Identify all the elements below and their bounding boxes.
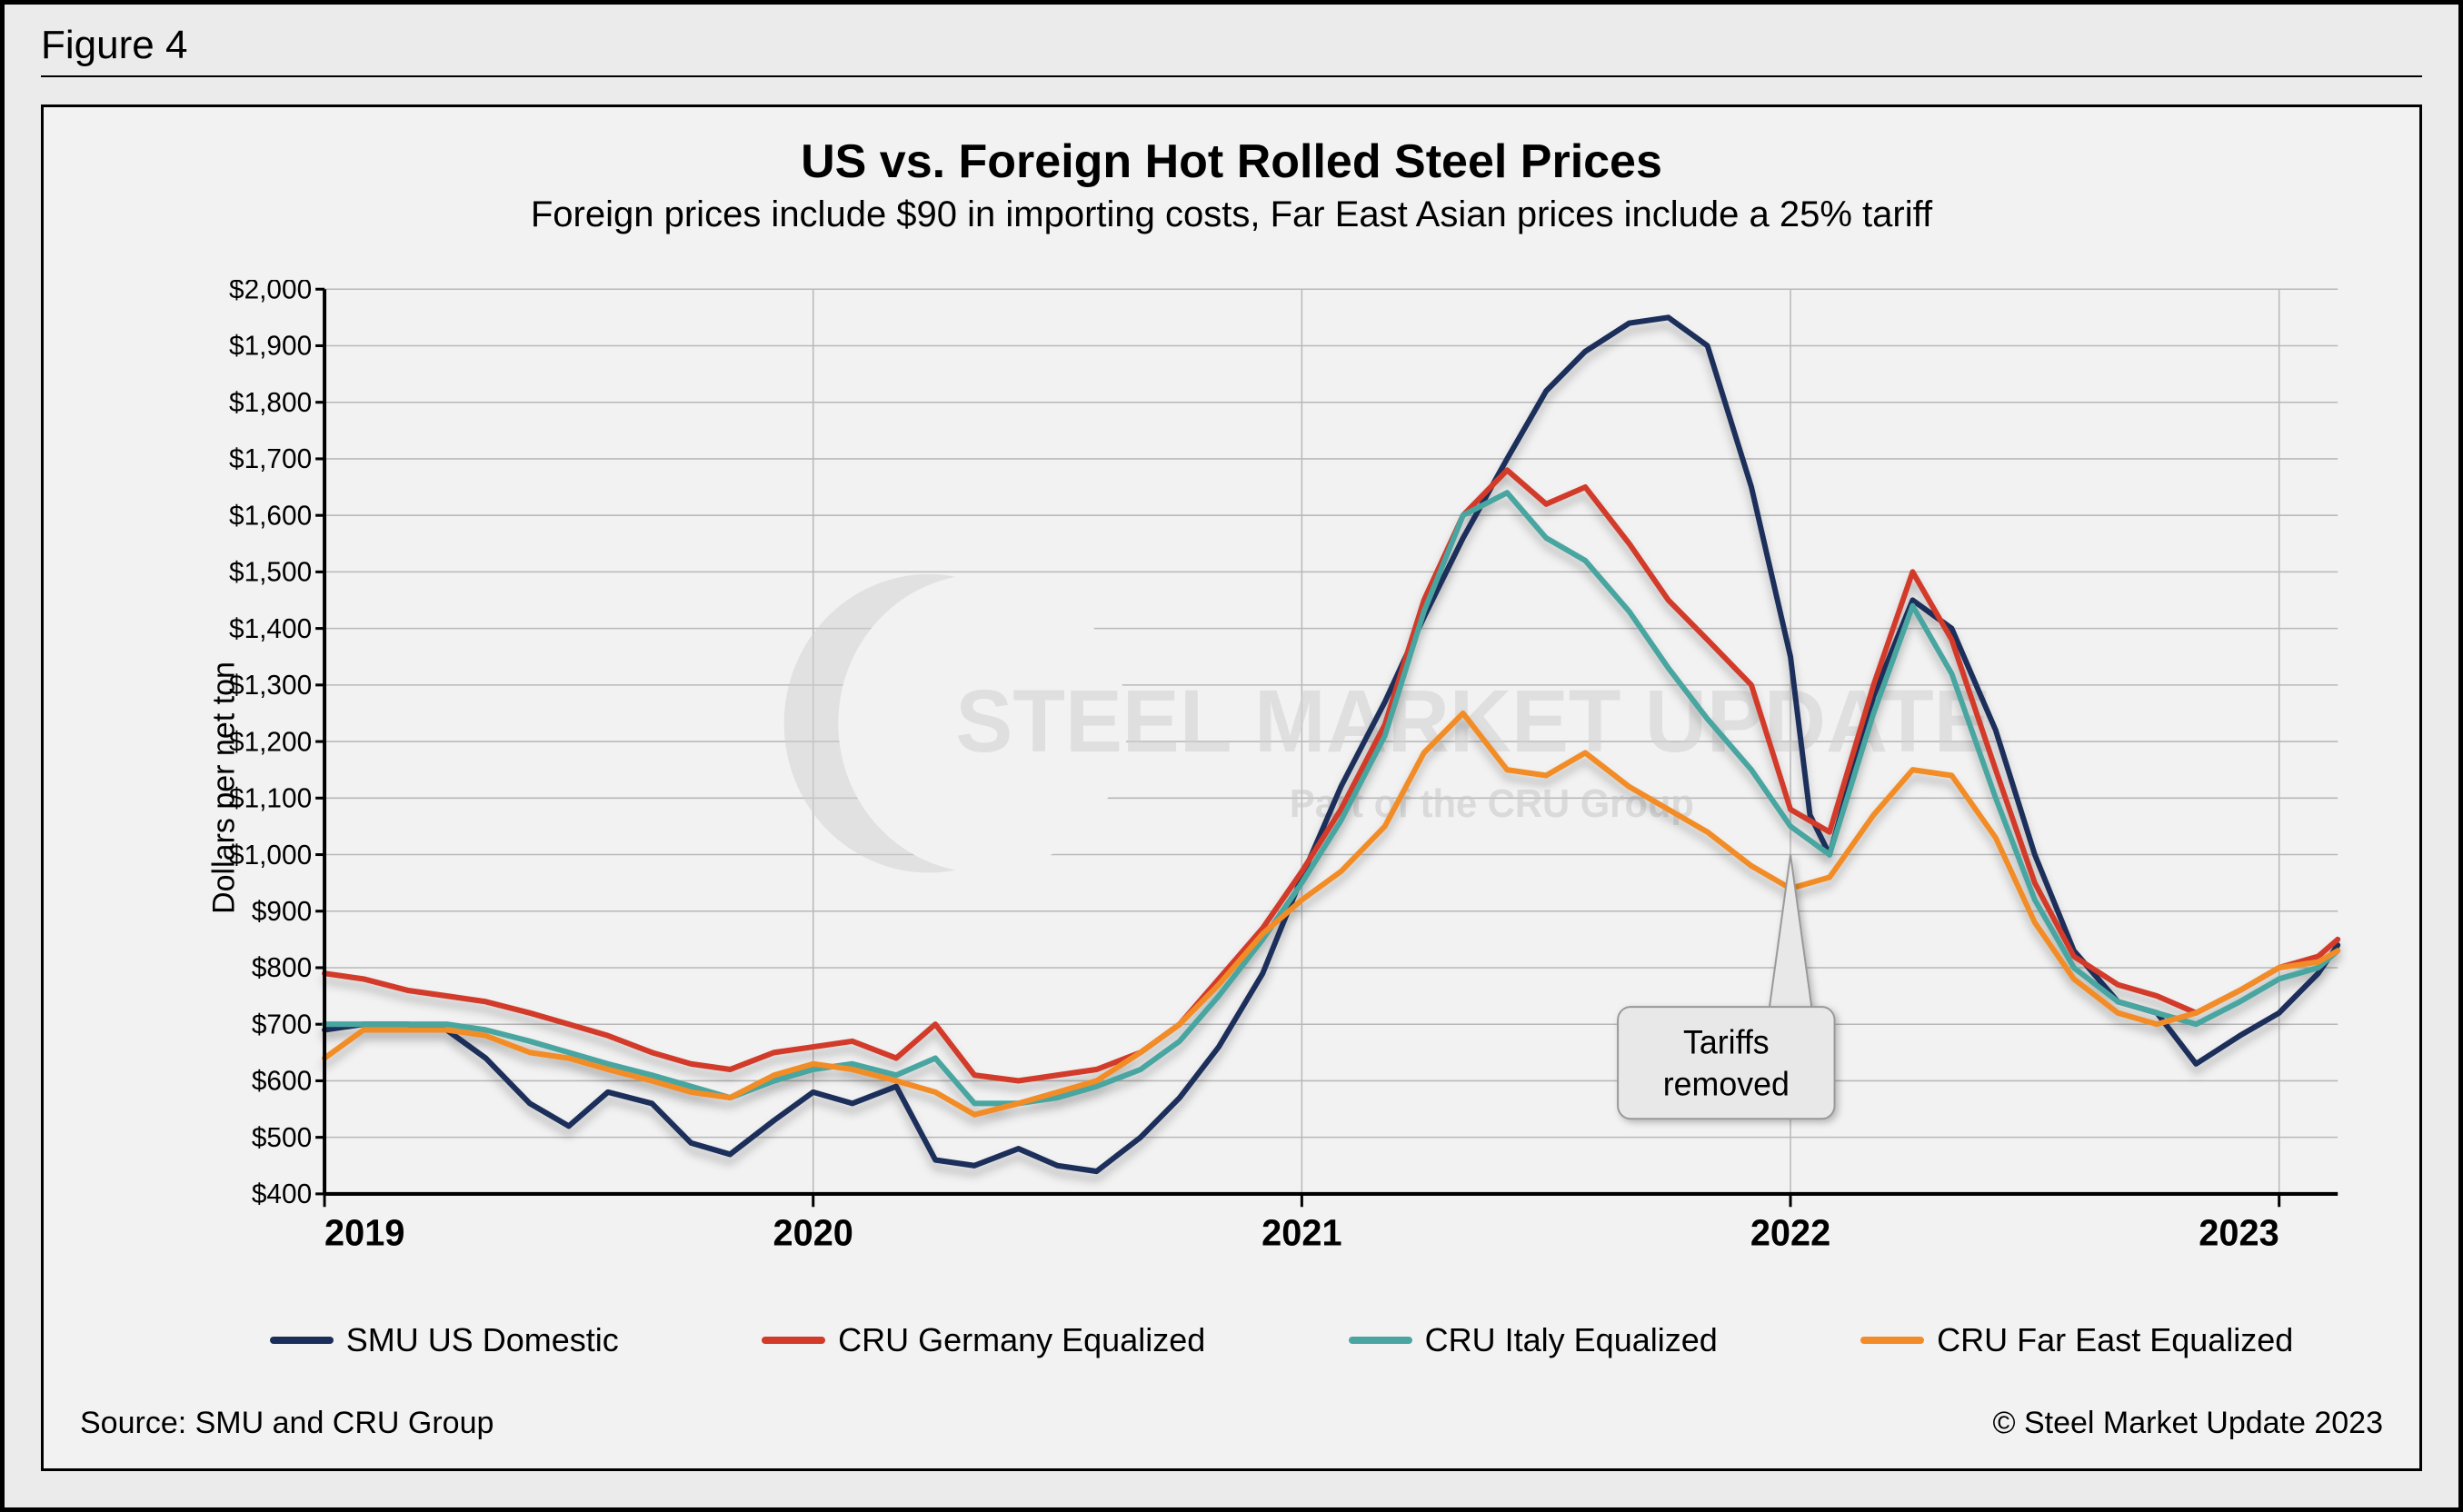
svg-text:2022: 2022	[1750, 1211, 1830, 1254]
legend-label: CRU Germany Equalized	[838, 1321, 1205, 1359]
svg-text:2019: 2019	[324, 1211, 404, 1254]
svg-text:$1,500: $1,500	[229, 557, 312, 588]
svg-text:$600: $600	[252, 1066, 312, 1097]
svg-text:$400: $400	[252, 1179, 312, 1210]
svg-text:$1,900: $1,900	[229, 331, 312, 362]
svg-text:$1,200: $1,200	[229, 727, 312, 758]
figure-rule	[41, 75, 2422, 77]
svg-text:$1,400: $1,400	[229, 613, 312, 644]
legend-item: SMU US Domestic	[270, 1321, 619, 1359]
plot-svg: $400 $500 $600 $700 $800 $900 $1,000 $1,100 $1,2…	[198, 280, 2365, 1268]
legend-swatch	[762, 1337, 825, 1344]
legend-swatch	[1860, 1337, 1924, 1344]
svg-text:2021: 2021	[1261, 1211, 1341, 1254]
legend-swatch	[1349, 1337, 1412, 1344]
legend-item: CRU Germany Equalized	[762, 1321, 1205, 1359]
chart-panel: US vs. Foreign Hot Rolled Steel Prices F…	[41, 104, 2422, 1471]
legend-label: CRU Italy Equalized	[1425, 1321, 1718, 1359]
svg-text:$800: $800	[252, 953, 312, 984]
svg-text:$1,700: $1,700	[229, 444, 312, 475]
source-text: Source: SMU and CRU Group	[80, 1406, 494, 1441]
svg-text:$2,000: $2,000	[229, 280, 312, 305]
chart-subtitle: Foreign prices include $90 in importing …	[44, 194, 2419, 235]
figure-container: Figure 4 US vs. Foreign Hot Rolled Steel…	[0, 0, 2463, 1512]
figure-label: Figure 4	[41, 23, 2422, 68]
svg-text:$700: $700	[252, 1010, 312, 1040]
title-block: US vs. Foreign Hot Rolled Steel Prices F…	[44, 107, 2419, 235]
svg-text:$1,000: $1,000	[229, 840, 312, 870]
svg-text:Tariffs: Tariffs	[1683, 1023, 1770, 1061]
svg-text:2023: 2023	[2199, 1211, 2279, 1254]
svg-text:$1,100: $1,100	[229, 783, 312, 814]
svg-text:$500: $500	[252, 1123, 312, 1154]
legend-item: CRU Italy Equalized	[1349, 1321, 1718, 1359]
svg-text:2020: 2020	[773, 1211, 853, 1254]
svg-text:STEEL MARKET UPDATE: STEEL MARKET UPDATE	[955, 672, 1990, 771]
svg-text:$1,300: $1,300	[229, 671, 312, 701]
figure-header: Figure 4	[5, 5, 2458, 86]
svg-text:$1,800: $1,800	[229, 388, 312, 419]
plot-area: $400 $500 $600 $700 $800 $900 $1,000 $1,100 $1,2…	[198, 280, 2365, 1268]
legend-swatch	[270, 1337, 334, 1344]
copyright-text: © Steel Market Update 2023	[1992, 1406, 2383, 1441]
svg-text:$1,600: $1,600	[229, 501, 312, 532]
legend-label: SMU US Domestic	[346, 1321, 619, 1359]
svg-text:$900: $900	[252, 897, 312, 928]
legend: SMU US Domestic CRU Germany Equalized CRU …	[198, 1321, 2365, 1359]
legend-label: CRU Far East Equalized	[1937, 1321, 2293, 1359]
svg-text:removed: removed	[1663, 1065, 1790, 1103]
chart-title: US vs. Foreign Hot Rolled Steel Prices	[44, 134, 2419, 189]
legend-item: CRU Far East Equalized	[1860, 1321, 2293, 1359]
footer: Source: SMU and CRU Group © Steel Market…	[80, 1406, 2383, 1441]
